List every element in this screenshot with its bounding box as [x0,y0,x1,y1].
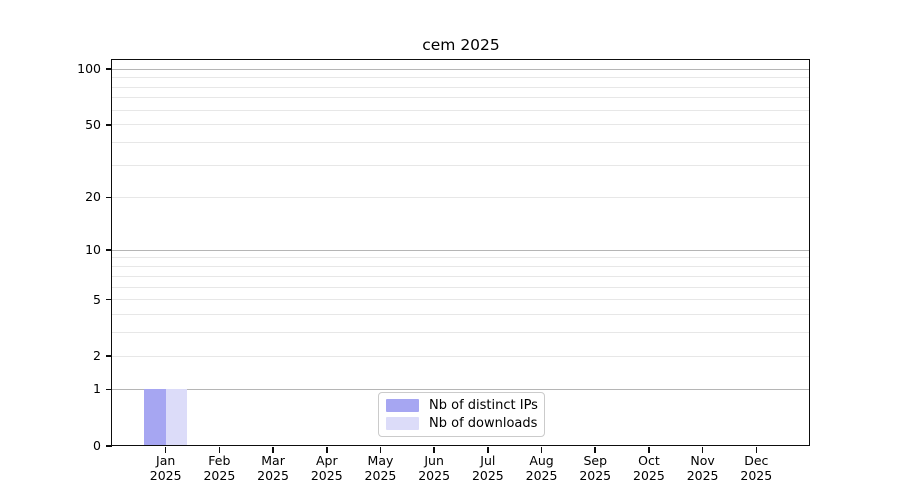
x-tick-label: Dec 2025 [724,453,788,483]
gridline-major [112,68,810,70]
x-tick-month: Feb [208,453,231,468]
x-tick-label: Aug 2025 [510,453,574,483]
y-tick-mark [106,249,112,251]
x-tick-year: 2025 [364,468,397,483]
x-tick-label: May 2025 [348,453,412,483]
x-tick-month: Nov [690,453,715,468]
x-tick-year: 2025 [740,468,773,483]
x-tick-mark [540,447,543,453]
x-tick-year: 2025 [310,468,343,483]
x-tick-year: 2025 [203,468,236,483]
y-tick-mark [106,68,112,70]
x-tick-mark [594,447,597,453]
x-tick-year: 2025 [418,468,451,483]
x-tick-year: 2025 [525,468,558,483]
x-tick-mark [218,447,221,453]
gridline-minor [112,266,810,268]
gridline-minor [112,124,810,126]
x-tick-month: Jul [480,453,496,468]
x-tick-label: Feb 2025 [187,453,251,483]
x-tick-month: Jan [156,453,176,468]
gridline-minor [112,257,810,259]
x-tick-month: Sep [583,453,607,468]
legend-swatch [386,416,419,430]
y-tick-mark [106,298,112,301]
y-tick-label: 10 [85,242,101,258]
x-tick-mark [379,447,382,453]
y-tick-label: 50 [85,116,101,132]
bar-nb-of-downloads [165,389,188,445]
gridline-major [112,388,810,390]
x-tick-label: Mar 2025 [241,453,305,483]
x-tick-mark [433,447,435,453]
x-tick-year: 2025 [579,468,612,483]
x-tick-year: 2025 [633,468,665,483]
x-tick-label: Nov 2025 [671,453,735,483]
y-tick-label: 1 [93,381,101,397]
x-tick-month: Mar [261,453,285,468]
x-tick-label: Apr 2025 [295,453,359,483]
x-tick-label: Oct 2025 [617,453,681,483]
x-tick-label: Jul 2025 [456,453,520,483]
bar-nb-of-distinct-ips [143,389,166,445]
gridline-minor [112,196,810,198]
y-tick-label: 0 [93,438,101,453]
y-tick-mark [106,355,112,358]
y-tick-mark [106,388,112,391]
x-tick-year: 2025 [257,468,289,483]
x-tick-month: Jun [424,453,444,468]
x-tick-label: Jun 2025 [402,453,466,483]
x-tick-year: 2025 [149,468,182,483]
x-tick-month: Apr [315,453,338,468]
x-tick-mark [325,447,328,453]
y-tick-mark [106,196,112,199]
x-tick-month: Dec [744,453,769,468]
gridline-minor [112,142,810,144]
x-tick-month: Oct [638,453,660,468]
gridline-minor [112,299,810,301]
gridline-minor [112,165,810,167]
plot-frame [111,59,810,446]
gridline-minor [112,355,810,357]
y-tick-label: 20 [85,189,101,205]
legend-entry: Nb of distinct IPs [386,398,538,414]
gridline-minor [112,109,810,111]
x-tick-year: 2025 [686,468,719,483]
gridline-minor [112,77,810,79]
legend-entry: Nb of downloads [386,416,537,431]
gridline-minor [112,314,810,316]
x-tick-mark [164,447,167,453]
x-tick-label: Sep 2025 [563,453,627,483]
x-tick-mark [701,447,704,453]
gridline-minor [112,286,810,288]
gridline-minor [112,275,810,277]
x-tick-month: Aug [529,453,554,468]
gridline-major [112,249,810,251]
legend-label: Nb of distinct IPs [429,398,538,414]
x-tick-mark [648,447,650,453]
legend: Nb of distinct IPs Nb of downloads [378,392,545,437]
legend-label: Nb of downloads [429,415,538,431]
legend-swatch [386,399,419,413]
x-tick-mark [755,447,758,453]
y-tick-mark [106,124,112,126]
chart-title: cem 2025 [422,36,500,54]
x-tick-mark [487,447,489,453]
gridline-minor [112,97,810,99]
gridline-minor [112,86,810,88]
x-tick-month: May [367,453,394,468]
x-tick-mark [272,447,274,453]
y-tick-label: 5 [93,291,101,307]
x-tick-label: Jan 2025 [134,453,198,483]
x-tick-year: 2025 [471,468,504,483]
y-tick-mark [106,445,112,447]
y-tick-label: 2 [93,348,101,364]
y-tick-label: 100 [77,61,101,77]
gridline-minor [112,332,810,334]
